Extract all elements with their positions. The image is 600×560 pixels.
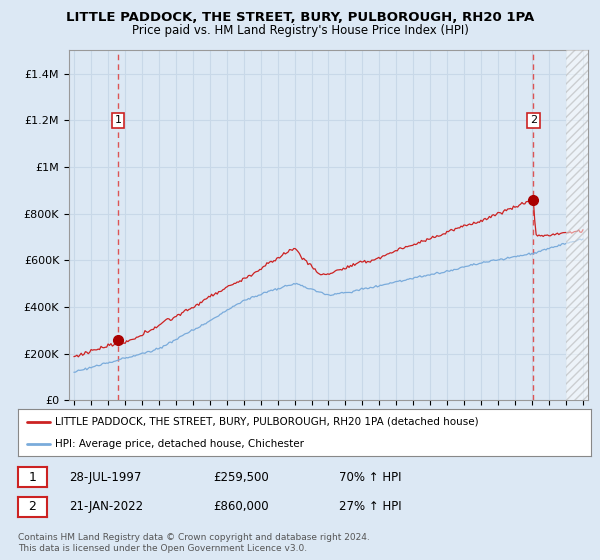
Text: 1: 1 (115, 115, 122, 125)
Bar (566, 50, 600, 400)
Text: HPI: Average price, detached house, Chichester: HPI: Average price, detached house, Chic… (55, 438, 304, 449)
Text: 28-JUL-1997: 28-JUL-1997 (69, 470, 142, 484)
Text: £860,000: £860,000 (213, 500, 269, 514)
Text: 70% ↑ HPI: 70% ↑ HPI (339, 470, 401, 484)
Text: £259,500: £259,500 (213, 470, 269, 484)
Text: 1: 1 (28, 470, 37, 484)
Text: LITTLE PADDOCK, THE STREET, BURY, PULBOROUGH, RH20 1PA: LITTLE PADDOCK, THE STREET, BURY, PULBOR… (66, 11, 534, 24)
Text: 2: 2 (28, 500, 37, 514)
Text: LITTLE PADDOCK, THE STREET, BURY, PULBOROUGH, RH20 1PA (detached house): LITTLE PADDOCK, THE STREET, BURY, PULBOR… (55, 417, 479, 427)
Text: 27% ↑ HPI: 27% ↑ HPI (339, 500, 401, 514)
Text: Contains HM Land Registry data © Crown copyright and database right 2024.
This d: Contains HM Land Registry data © Crown c… (18, 533, 370, 553)
Text: 2: 2 (530, 115, 537, 125)
Text: Price paid vs. HM Land Registry's House Price Index (HPI): Price paid vs. HM Land Registry's House … (131, 24, 469, 36)
Text: 21-JAN-2022: 21-JAN-2022 (69, 500, 143, 514)
